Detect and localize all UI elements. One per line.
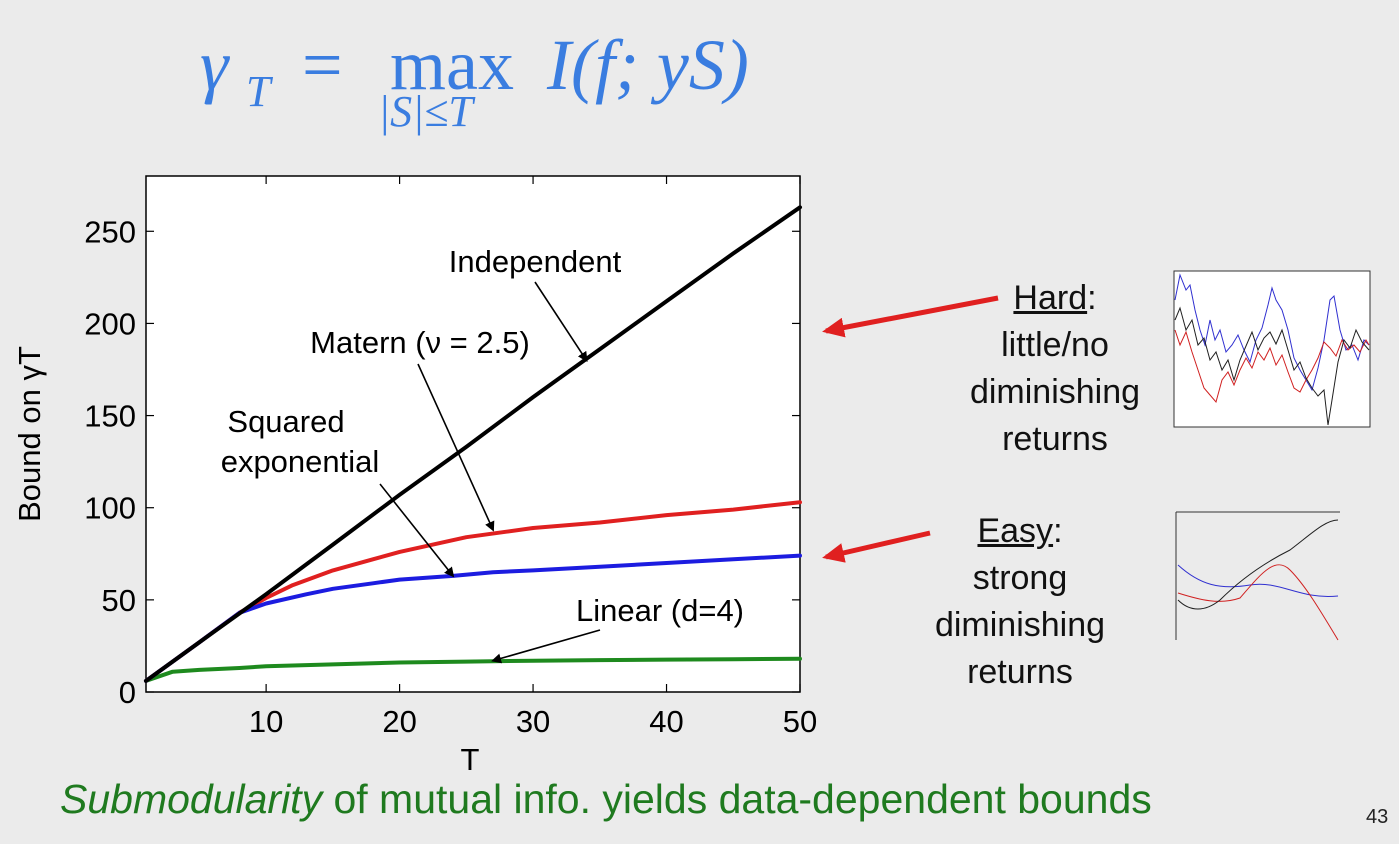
annotation-arrow bbox=[417, 363, 495, 532]
y-tick-label: 0 bbox=[119, 675, 136, 710]
annotation-label: Matern (ν = 2.5) bbox=[310, 325, 530, 360]
caption-rest: of mutual info. yields data-dependent bo… bbox=[322, 776, 1152, 822]
x-tick-label: 10 bbox=[249, 704, 283, 739]
easy-label: Easy: strong diminishing returns bbox=[915, 508, 1125, 696]
series-line-3 bbox=[144, 656, 802, 683]
hard-line-3: returns bbox=[1002, 420, 1108, 458]
formula-equals: = bbox=[302, 25, 343, 105]
easy-line-1: strong bbox=[972, 559, 1068, 597]
formula-gamma-subscript: T bbox=[246, 67, 271, 116]
easy-sample-red bbox=[1177, 564, 1339, 641]
series-line-0 bbox=[144, 205, 802, 683]
formula-max: max bbox=[390, 25, 514, 105]
annotation-arrow bbox=[534, 281, 588, 362]
formula-gamma: γ bbox=[200, 25, 229, 105]
hard-arrow bbox=[822, 295, 999, 338]
gamma-formula: γ T = max |S|≤T I(f; yS) bbox=[190, 10, 830, 145]
annotation-label: Squared bbox=[227, 404, 344, 439]
x-axis-label: T bbox=[461, 742, 480, 777]
formula-max-subscript: |S|≤T bbox=[378, 87, 473, 136]
page-number: 43 bbox=[1366, 806, 1389, 828]
hard-line-2: diminishing bbox=[969, 373, 1141, 411]
hard-samples-thumbnail bbox=[1173, 270, 1371, 428]
caption: Submodularity of mutual info. yields dat… bbox=[60, 776, 1320, 823]
y-tick-label: 100 bbox=[84, 491, 136, 526]
hard-colon: : bbox=[1087, 279, 1097, 317]
y-axis-label: Bound on γT bbox=[12, 346, 47, 522]
hard-sample-blue bbox=[1174, 273, 1370, 392]
x-tick-label: 30 bbox=[516, 704, 550, 739]
caption-italic: Submodularity bbox=[60, 776, 323, 822]
easy-line-2: diminishing bbox=[934, 606, 1106, 644]
y-tick-label: 50 bbox=[102, 583, 136, 618]
hard-label: Hard: little/no diminishing returns bbox=[950, 275, 1160, 463]
hard-sample-black bbox=[1174, 306, 1370, 426]
easy-line-3: returns bbox=[967, 653, 1073, 691]
hard-line-1: little/no bbox=[1001, 326, 1109, 364]
easy-sample-blue bbox=[1177, 564, 1339, 598]
easy-samples-thumbnail bbox=[1175, 511, 1340, 641]
hard-sample-red bbox=[1174, 329, 1370, 404]
easy-arrow bbox=[822, 530, 931, 563]
y-tick-label: 150 bbox=[84, 399, 136, 434]
annotation-label: Independent bbox=[449, 244, 622, 279]
y-tick-label: 250 bbox=[84, 214, 136, 249]
annotation-arrow bbox=[379, 483, 455, 578]
series-line-2 bbox=[144, 553, 802, 683]
y-tick-label: 200 bbox=[84, 306, 136, 341]
hard-heading: Hard bbox=[1013, 279, 1088, 317]
easy-sample-black bbox=[1177, 519, 1339, 610]
formula-expression: I(f; yS) bbox=[547, 25, 749, 105]
x-tick-label: 40 bbox=[649, 704, 683, 739]
annotation-label: exponential bbox=[221, 444, 380, 479]
easy-colon: : bbox=[1053, 512, 1063, 550]
annotation-arrow bbox=[491, 629, 601, 664]
annotation-label: Linear (d=4) bbox=[576, 593, 744, 628]
easy-heading: Easy bbox=[977, 512, 1054, 550]
x-tick-label: 20 bbox=[382, 704, 416, 739]
x-tick-label: 50 bbox=[783, 704, 817, 739]
